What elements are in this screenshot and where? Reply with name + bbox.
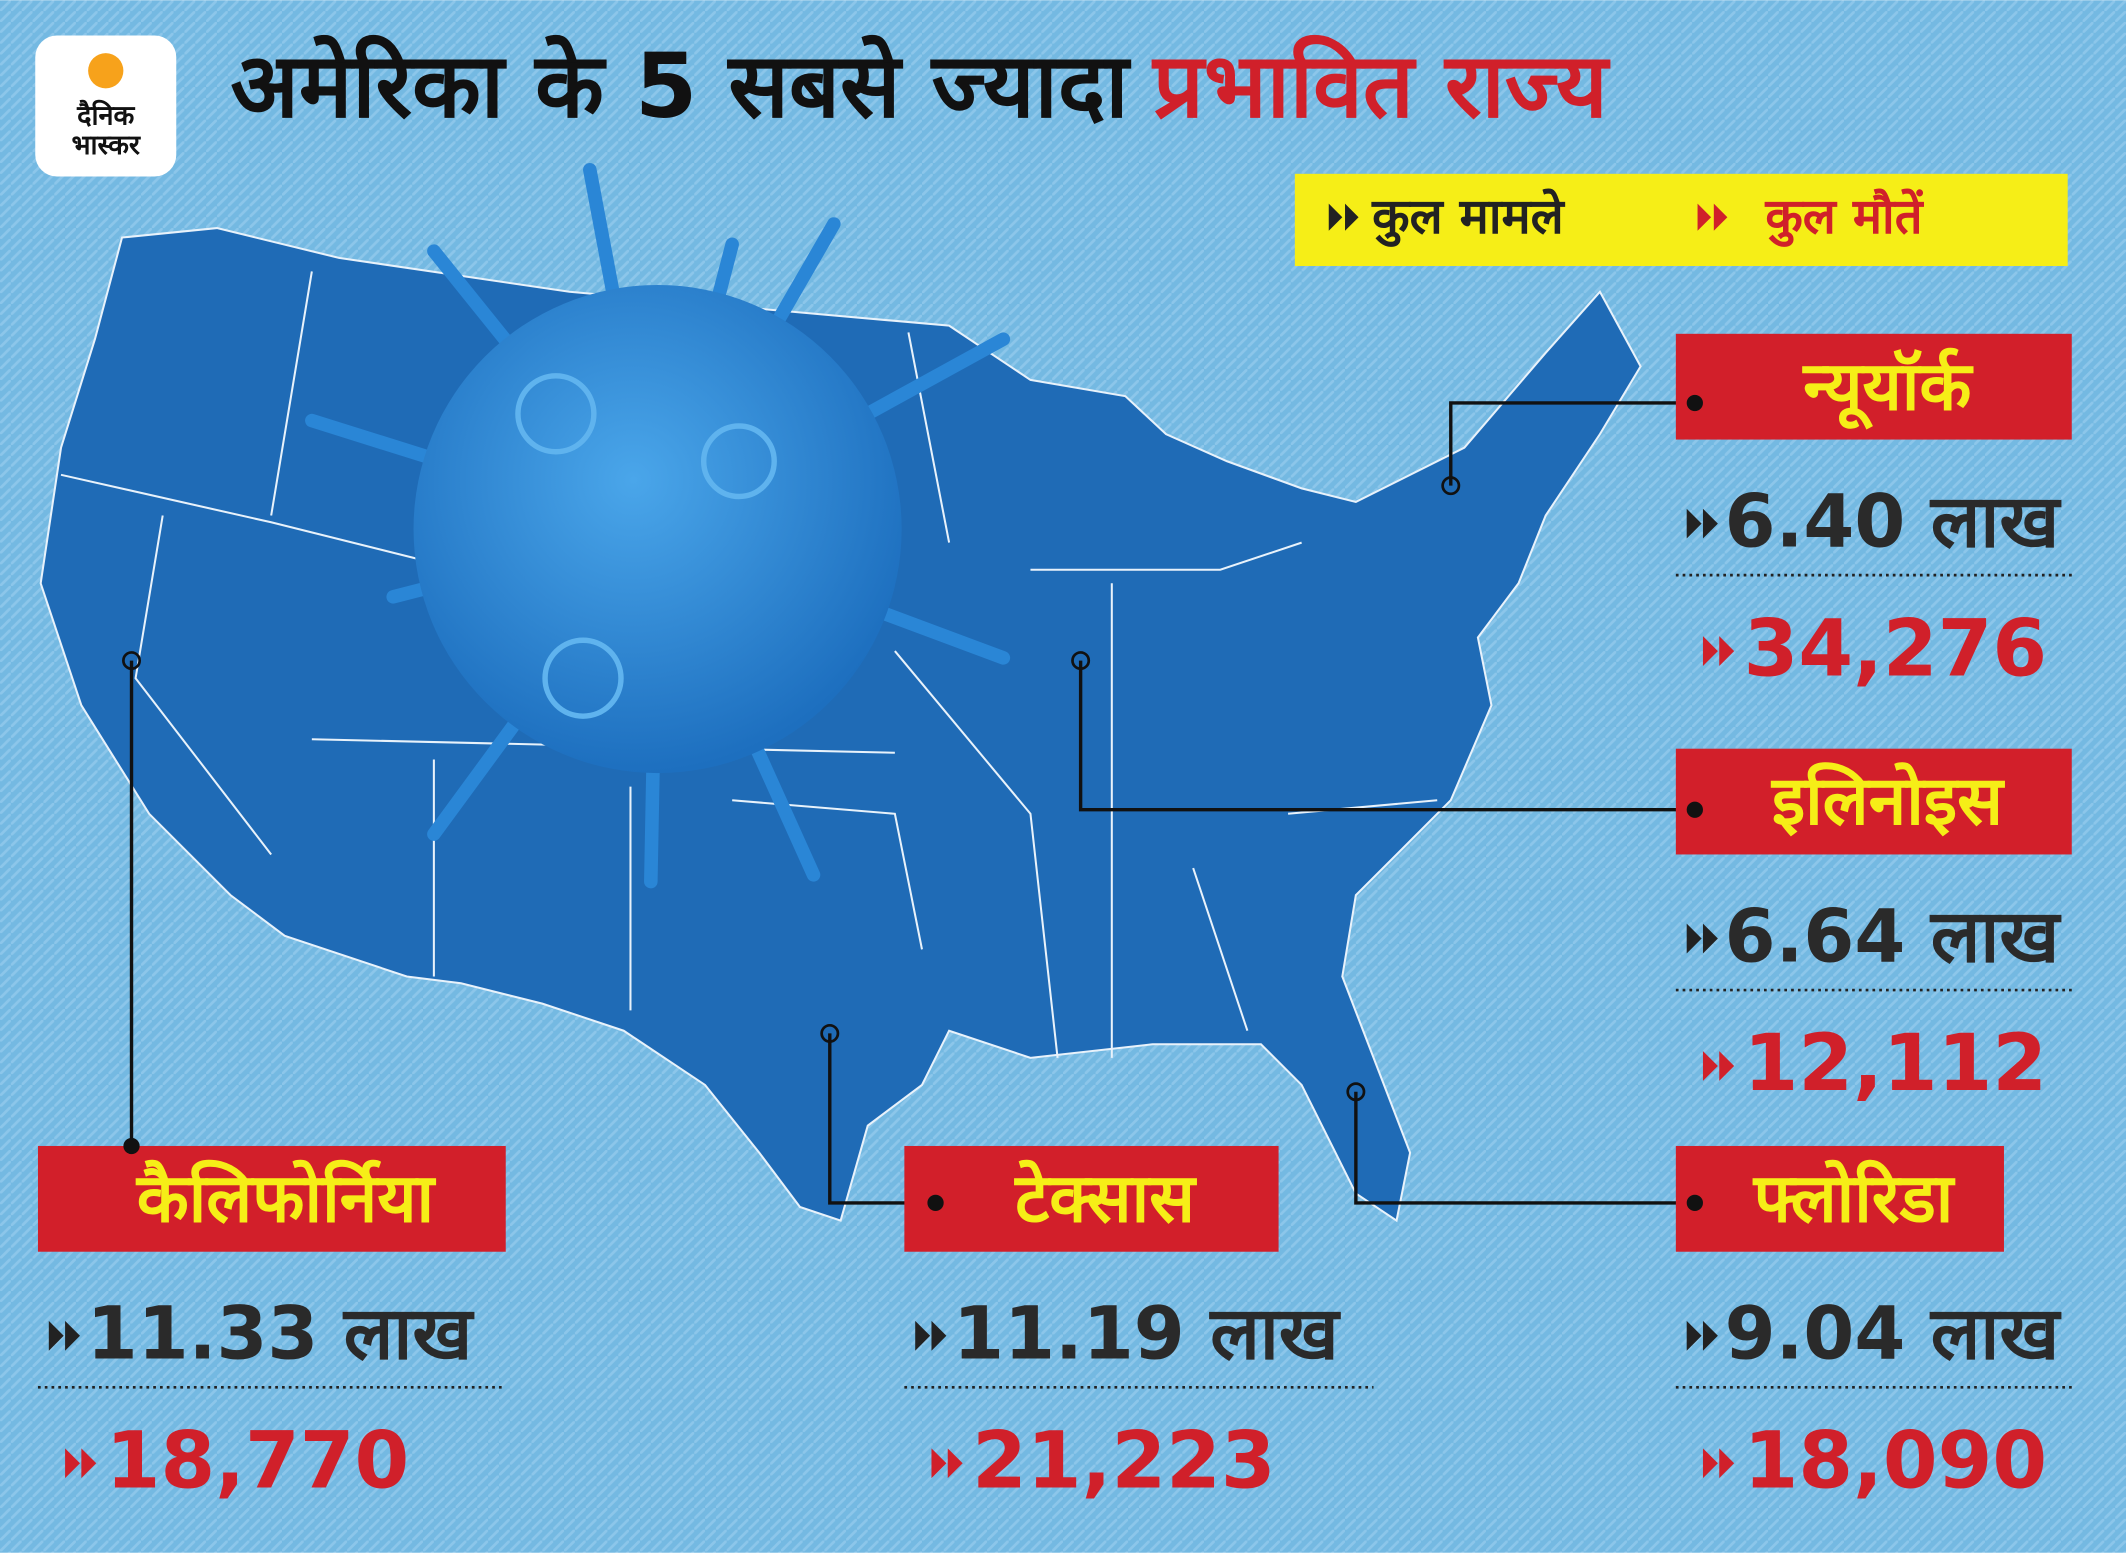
arrow — [1702, 1448, 1735, 1479]
leader-line — [1354, 1091, 1695, 1205]
arrow — [931, 1448, 963, 1479]
leader-dot — [1441, 476, 1461, 496]
states: न्यूयॉर्क 6.40 लाख 34,276 इलिनोइस 6.64 लाख 12… — [37, 333, 2072, 1506]
leader-dot — [1686, 394, 1703, 412]
title: अमेरिका के 5 सबसे ज्यादा प्रभावित राज्य — [230, 35, 1610, 139]
leader-dot — [1346, 1082, 1366, 1102]
legend-arrow — [1697, 203, 1728, 231]
legend-box — [1294, 173, 2068, 267]
state-box — [1675, 333, 2072, 440]
state-deaths: 18,090 — [1744, 1414, 2047, 1506]
state-name: इलिनोइस — [1770, 761, 2005, 840]
leader-dot — [1686, 801, 1703, 818]
arrow — [915, 1320, 947, 1351]
state-cases: 9.04 लाख — [1725, 1292, 2063, 1377]
legend-cases: कुल मामले — [1371, 188, 1566, 247]
arrow — [1702, 1051, 1735, 1081]
state-name: न्यूयॉर्क — [1801, 346, 1974, 430]
leader-line — [1449, 401, 1695, 486]
state-cases: 6.64 लाख — [1725, 894, 2063, 979]
title-part: अमेरिका के 5 सबसे ज्यादा — [230, 35, 1131, 139]
legend-deaths: कुल मौतें — [1764, 188, 1924, 247]
logo-text: दैनिक — [76, 99, 135, 131]
leader-line — [1078, 660, 1695, 812]
state-name: फ्लोरिडा — [1752, 1158, 1956, 1237]
virus — [305, 162, 1011, 889]
leader-dot — [820, 1023, 840, 1043]
leader-dot — [1686, 1194, 1703, 1212]
arrow — [65, 1448, 97, 1479]
state-deaths: 34,276 — [1744, 602, 2047, 694]
logo-sun — [88, 53, 124, 89]
leader-dot — [927, 1194, 944, 1212]
state-box — [904, 1145, 1279, 1252]
logo-text: भास्कर — [71, 130, 140, 161]
arrow — [1686, 923, 1718, 954]
logo-box — [35, 35, 177, 177]
state-cases: 11.33 लाख — [87, 1292, 476, 1377]
legend-arrow — [1328, 203, 1359, 231]
state-deaths: 12,112 — [1744, 1017, 2047, 1109]
leader-dot — [122, 651, 142, 671]
leader-dot — [1071, 651, 1091, 671]
state-box — [1675, 1145, 2004, 1252]
arrow — [1686, 1320, 1718, 1351]
arrow — [1686, 508, 1718, 539]
state-name: कैलिफोर्निया — [135, 1158, 437, 1237]
state-cases: 11.19 लाख — [953, 1292, 1342, 1377]
arrow — [1702, 636, 1735, 666]
leader-dot — [123, 1137, 140, 1155]
state-box — [1675, 748, 2072, 855]
state-deaths: 18,770 — [106, 1414, 409, 1506]
title-part: प्रभावित राज्य — [1151, 35, 1611, 139]
state-box — [37, 1145, 506, 1252]
leader-line — [828, 1033, 936, 1205]
state-deaths: 21,223 — [972, 1414, 1275, 1506]
state-cases: 6.40 लाख — [1725, 479, 2063, 564]
state-name: टेक्सास — [1013, 1158, 1197, 1237]
arrow — [48, 1320, 80, 1351]
